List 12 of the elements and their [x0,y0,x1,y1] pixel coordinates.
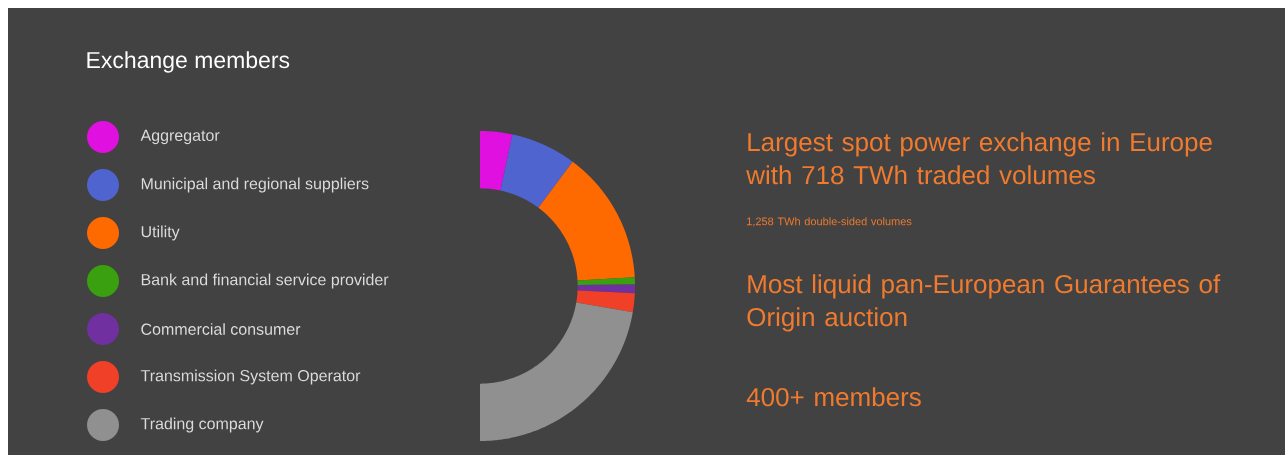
text: 400+ members [746,387,921,407]
legend-label: Trading company [140,417,264,433]
legend-label: Commercial consumer [141,323,301,335]
legend-label: Municipal and regional suppliers [141,177,369,193]
legend-label: Aggregator [140,129,220,145]
text: Most liquid pan-European Guarantees of Origin auction [747,274,1221,332]
legend-label: Utility [141,225,180,241]
text: 1,258 TWh double-sided volumes [747,217,912,227]
text: Largest spot power exchange in Europe with 718 TWh traded volumes [746,132,1212,185]
chart-title: Exchange members [87,51,290,73]
legend-label: Transmission System Operator [140,369,361,385]
legend-label: Bank and financial service provider [141,273,389,289]
